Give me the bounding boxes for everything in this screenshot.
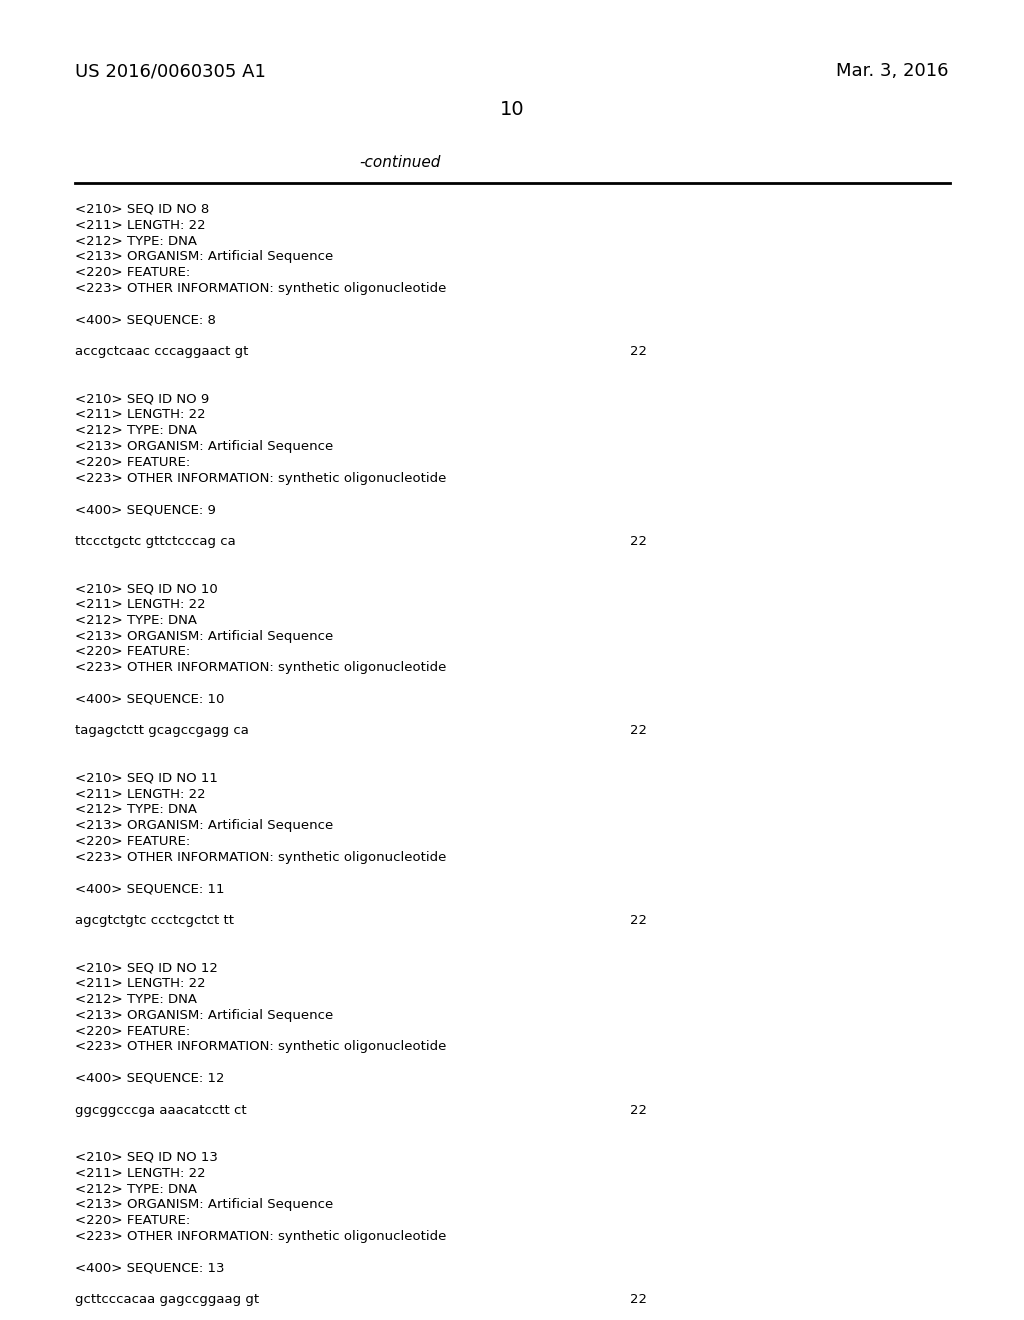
Text: <223> OTHER INFORMATION: synthetic oligonucleotide: <223> OTHER INFORMATION: synthetic oligo…	[75, 661, 446, 675]
Text: <223> OTHER INFORMATION: synthetic oligonucleotide: <223> OTHER INFORMATION: synthetic oligo…	[75, 471, 446, 484]
Text: <223> OTHER INFORMATION: synthetic oligonucleotide: <223> OTHER INFORMATION: synthetic oligo…	[75, 1230, 446, 1243]
Text: 22: 22	[630, 346, 647, 358]
Text: 22: 22	[630, 725, 647, 738]
Text: <212> TYPE: DNA: <212> TYPE: DNA	[75, 1183, 197, 1196]
Text: <400> SEQUENCE: 8: <400> SEQUENCE: 8	[75, 314, 216, 326]
Text: ttccctgctc gttctcccag ca: ttccctgctc gttctcccag ca	[75, 535, 236, 548]
Text: <210> SEQ ID NO 12: <210> SEQ ID NO 12	[75, 961, 218, 974]
Text: gcttcccacaa gagccggaag gt: gcttcccacaa gagccggaag gt	[75, 1294, 259, 1307]
Text: <220> FEATURE:: <220> FEATURE:	[75, 455, 190, 469]
Text: <220> FEATURE:: <220> FEATURE:	[75, 836, 190, 847]
Text: 22: 22	[630, 535, 647, 548]
Text: 22: 22	[630, 1104, 647, 1117]
Text: <223> OTHER INFORMATION: synthetic oligonucleotide: <223> OTHER INFORMATION: synthetic oligo…	[75, 1040, 446, 1053]
Text: -continued: -continued	[359, 154, 440, 170]
Text: <223> OTHER INFORMATION: synthetic oligonucleotide: <223> OTHER INFORMATION: synthetic oligo…	[75, 851, 446, 863]
Text: <213> ORGANISM: Artificial Sequence: <213> ORGANISM: Artificial Sequence	[75, 1199, 333, 1212]
Text: <211> LENGTH: 22: <211> LENGTH: 22	[75, 977, 206, 990]
Text: <212> TYPE: DNA: <212> TYPE: DNA	[75, 614, 197, 627]
Text: <212> TYPE: DNA: <212> TYPE: DNA	[75, 424, 197, 437]
Text: US 2016/0060305 A1: US 2016/0060305 A1	[75, 62, 266, 81]
Text: <211> LENGTH: 22: <211> LENGTH: 22	[75, 219, 206, 232]
Text: <212> TYPE: DNA: <212> TYPE: DNA	[75, 993, 197, 1006]
Text: Mar. 3, 2016: Mar. 3, 2016	[837, 62, 949, 81]
Text: agcgtctgtc ccctcgctct tt: agcgtctgtc ccctcgctct tt	[75, 913, 234, 927]
Text: <400> SEQUENCE: 9: <400> SEQUENCE: 9	[75, 503, 216, 516]
Text: <211> LENGTH: 22: <211> LENGTH: 22	[75, 598, 206, 611]
Text: ggcggcccga aaacatcctt ct: ggcggcccga aaacatcctt ct	[75, 1104, 247, 1117]
Text: tagagctctt gcagccgagg ca: tagagctctt gcagccgagg ca	[75, 725, 249, 738]
Text: 22: 22	[630, 1294, 647, 1307]
Text: <220> FEATURE:: <220> FEATURE:	[75, 1024, 190, 1038]
Text: <400> SEQUENCE: 10: <400> SEQUENCE: 10	[75, 693, 224, 706]
Text: 10: 10	[500, 100, 524, 119]
Text: <210> SEQ ID NO 10: <210> SEQ ID NO 10	[75, 582, 218, 595]
Text: <213> ORGANISM: Artificial Sequence: <213> ORGANISM: Artificial Sequence	[75, 630, 333, 643]
Text: <211> LENGTH: 22: <211> LENGTH: 22	[75, 1167, 206, 1180]
Text: <212> TYPE: DNA: <212> TYPE: DNA	[75, 804, 197, 816]
Text: <211> LENGTH: 22: <211> LENGTH: 22	[75, 408, 206, 421]
Text: <400> SEQUENCE: 13: <400> SEQUENCE: 13	[75, 1262, 224, 1275]
Text: 22: 22	[630, 913, 647, 927]
Text: <400> SEQUENCE: 11: <400> SEQUENCE: 11	[75, 882, 224, 895]
Text: <210> SEQ ID NO 13: <210> SEQ ID NO 13	[75, 1151, 218, 1164]
Text: <213> ORGANISM: Artificial Sequence: <213> ORGANISM: Artificial Sequence	[75, 440, 333, 453]
Text: <220> FEATURE:: <220> FEATURE:	[75, 645, 190, 659]
Text: <220> FEATURE:: <220> FEATURE:	[75, 1214, 190, 1228]
Text: <210> SEQ ID NO 11: <210> SEQ ID NO 11	[75, 772, 218, 785]
Text: <400> SEQUENCE: 12: <400> SEQUENCE: 12	[75, 1072, 224, 1085]
Text: <220> FEATURE:: <220> FEATURE:	[75, 267, 190, 280]
Text: <210> SEQ ID NO 9: <210> SEQ ID NO 9	[75, 392, 209, 405]
Text: <213> ORGANISM: Artificial Sequence: <213> ORGANISM: Artificial Sequence	[75, 1008, 333, 1022]
Text: <211> LENGTH: 22: <211> LENGTH: 22	[75, 788, 206, 801]
Text: <223> OTHER INFORMATION: synthetic oligonucleotide: <223> OTHER INFORMATION: synthetic oligo…	[75, 282, 446, 294]
Text: <210> SEQ ID NO 8: <210> SEQ ID NO 8	[75, 203, 209, 216]
Text: <213> ORGANISM: Artificial Sequence: <213> ORGANISM: Artificial Sequence	[75, 820, 333, 832]
Text: <212> TYPE: DNA: <212> TYPE: DNA	[75, 235, 197, 248]
Text: accgctcaac cccaggaact gt: accgctcaac cccaggaact gt	[75, 346, 249, 358]
Text: <213> ORGANISM: Artificial Sequence: <213> ORGANISM: Artificial Sequence	[75, 251, 333, 264]
